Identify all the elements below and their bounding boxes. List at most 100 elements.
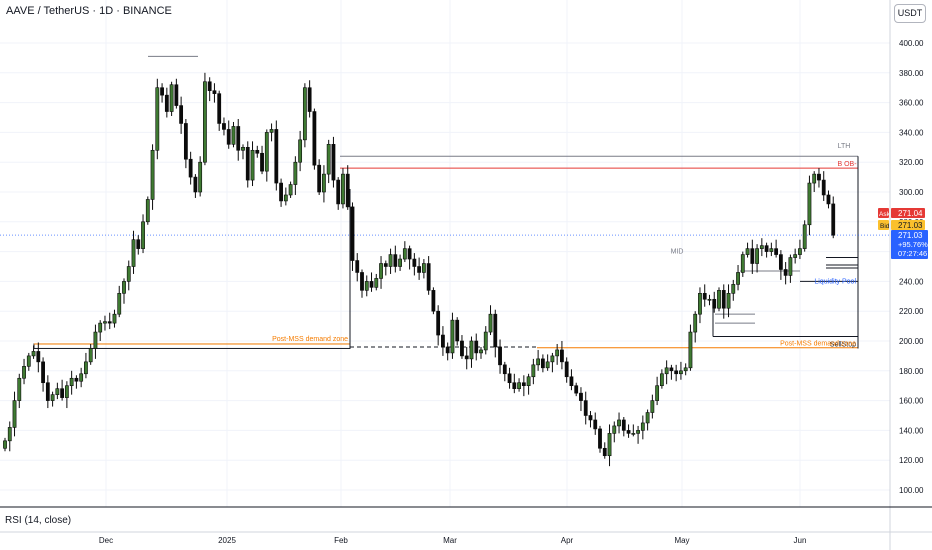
candle-body — [621, 419, 626, 431]
candle-body — [469, 340, 474, 360]
candle-body — [750, 248, 755, 264]
candle-body — [245, 147, 250, 181]
candle-body — [455, 319, 460, 342]
candle-body — [141, 221, 145, 249]
candle-body — [269, 129, 274, 133]
candle-body — [398, 258, 402, 267]
candle-body — [226, 129, 231, 145]
candle-body — [431, 290, 436, 312]
candle-body — [755, 248, 759, 264]
candle-body — [136, 239, 141, 249]
currency-button[interactable]: USDT — [894, 4, 926, 23]
candle-body — [783, 269, 788, 276]
candle-body — [612, 425, 617, 434]
candle-body — [545, 361, 550, 369]
candle-body — [474, 340, 479, 354]
bid-price-bg — [891, 220, 925, 230]
candle-body — [664, 367, 669, 375]
candle-body — [493, 313, 498, 348]
candle-body — [160, 87, 164, 96]
y-tick-label: 100.00 — [899, 486, 924, 495]
rsi-indicator-label[interactable]: RSI (14, close) — [5, 515, 72, 526]
mid-label: MID — [671, 249, 684, 256]
y-tick-label: 160.00 — [899, 397, 924, 406]
candle-body — [759, 245, 764, 249]
candle-body — [312, 111, 317, 166]
candle-body — [479, 349, 483, 354]
candle-body — [460, 340, 464, 357]
candle-body — [598, 428, 602, 449]
candle-body — [188, 158, 193, 178]
candle-body — [560, 349, 564, 363]
ask-price-bg — [891, 208, 925, 218]
y-tick-label: 120.00 — [899, 456, 924, 465]
candle-body — [531, 364, 536, 378]
candle-body — [122, 281, 126, 294]
candle-body — [702, 293, 707, 300]
x-tick-label: Dec — [99, 536, 113, 545]
candle-body — [436, 310, 441, 336]
candle-body — [274, 129, 279, 184]
candle-body — [36, 351, 41, 363]
candle-body — [112, 313, 117, 324]
candle-body — [583, 400, 588, 416]
candle-body — [707, 298, 712, 301]
candle-body — [417, 266, 422, 273]
candle-body — [41, 361, 45, 384]
candle-body — [45, 382, 50, 401]
candle-body — [12, 400, 17, 428]
y-tick-label: 300.00 — [899, 188, 924, 197]
candle-body — [98, 322, 103, 333]
y-tick-label: 220.00 — [899, 307, 924, 316]
candle-body — [574, 385, 579, 394]
x-tick-label: Feb — [334, 536, 348, 545]
candle-body — [212, 90, 217, 94]
candle-body — [421, 263, 426, 273]
candle-body — [778, 254, 783, 270]
candle-body — [669, 367, 674, 372]
candle-body — [812, 173, 817, 184]
candle-body — [145, 199, 150, 223]
candle-body — [322, 173, 326, 193]
candle-body — [393, 254, 398, 267]
candle-body — [674, 370, 679, 375]
candle-body — [350, 206, 355, 261]
candle-body — [131, 239, 136, 267]
candle-body — [331, 144, 336, 181]
candle-body — [593, 419, 598, 430]
lth-label: LTH — [838, 143, 851, 150]
candle-body — [31, 351, 36, 357]
candle-body — [488, 313, 493, 333]
candle-body — [507, 373, 512, 384]
candle-body — [769, 248, 774, 252]
x-tick-label: Apr — [561, 536, 574, 545]
candle-body — [60, 388, 65, 398]
candle-body — [821, 179, 826, 196]
candle-body — [293, 161, 298, 185]
candle-body — [636, 430, 640, 434]
candle-body — [412, 258, 417, 267]
candle-body — [579, 392, 583, 401]
candle-body — [222, 123, 226, 130]
candle-body — [588, 415, 593, 421]
candle-body — [155, 87, 160, 151]
candle-body — [512, 382, 517, 389]
candle-body — [374, 278, 379, 288]
candle-body — [555, 349, 560, 357]
candle-body — [502, 364, 507, 375]
candle-body — [717, 290, 721, 309]
ask-price: 271.04 — [898, 209, 923, 218]
candle-body — [17, 377, 22, 401]
candle-body — [26, 355, 31, 367]
candle-body — [369, 281, 374, 288]
candle-body — [659, 373, 664, 386]
demand-zone-label-left: Post-MSS demand zone — [272, 336, 348, 343]
candle-body — [774, 248, 779, 255]
candle-body — [379, 263, 383, 279]
candle-body — [174, 84, 179, 106]
candle-body — [731, 284, 736, 294]
candle-body — [150, 149, 155, 200]
candle-body — [283, 194, 288, 202]
candle-body — [521, 382, 526, 387]
